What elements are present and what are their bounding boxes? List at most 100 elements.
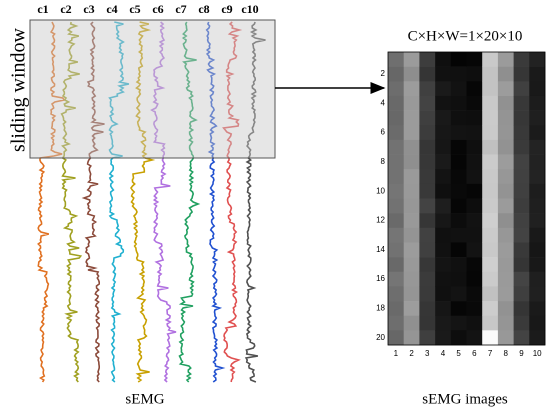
image-cell xyxy=(450,198,467,214)
image-cell xyxy=(388,95,404,111)
image-cell xyxy=(435,66,452,82)
right-caption: sEMG images xyxy=(422,391,508,407)
image-cell xyxy=(403,257,420,273)
image-cell xyxy=(529,257,546,273)
image-cell xyxy=(513,330,530,346)
image-cell xyxy=(482,286,499,302)
image-cell xyxy=(513,66,530,82)
image-x-tick: 10 xyxy=(533,349,542,358)
image-cell xyxy=(435,139,452,155)
image-cell xyxy=(403,52,420,67)
image-cell xyxy=(513,110,530,126)
image-cell xyxy=(482,330,499,346)
image-cell xyxy=(388,125,404,141)
image-cell xyxy=(403,227,420,243)
image-cell xyxy=(419,213,436,229)
image-cell xyxy=(482,125,499,141)
image-cell xyxy=(513,154,530,170)
image-cell xyxy=(450,125,467,141)
image-x-tick: 6 xyxy=(472,349,477,358)
image-x-tick: 1 xyxy=(394,349,399,358)
image-cell xyxy=(419,81,436,97)
signal-trace xyxy=(81,21,105,383)
image-cell xyxy=(450,95,467,111)
image-cell xyxy=(419,125,436,141)
image-x-tick: 9 xyxy=(519,349,524,358)
image-cell xyxy=(513,301,530,316)
image-y-tick: 20 xyxy=(376,333,385,342)
signal-trace xyxy=(37,21,66,383)
image-cell xyxy=(466,330,483,346)
image-cell xyxy=(450,257,467,273)
image-cell xyxy=(513,227,530,243)
image-cell xyxy=(419,198,436,214)
channel-label: c1 xyxy=(37,2,48,16)
image-cell xyxy=(466,110,483,126)
image-cell xyxy=(450,154,467,170)
image-cell xyxy=(482,183,499,199)
image-cell xyxy=(419,52,436,67)
image-cell xyxy=(403,95,420,111)
image-cell xyxy=(497,301,514,316)
image-cell xyxy=(435,52,452,67)
image-cell xyxy=(450,66,467,82)
image-cell xyxy=(419,154,436,170)
image-cell xyxy=(466,95,483,111)
image-cell xyxy=(419,330,436,346)
image-y-tick: 6 xyxy=(381,128,386,137)
image-cell xyxy=(388,81,404,97)
image-cell xyxy=(435,125,452,141)
image-cell xyxy=(466,154,483,170)
image-cell xyxy=(497,95,514,111)
channel-label: c4 xyxy=(106,2,117,16)
image-cell xyxy=(513,315,530,331)
image-cell xyxy=(450,301,467,316)
image-cell xyxy=(435,330,452,346)
image-cell xyxy=(466,169,483,185)
image-cell xyxy=(403,66,420,82)
image-cell xyxy=(482,154,499,170)
image-cell xyxy=(450,227,467,243)
channel-label: c9 xyxy=(221,2,232,16)
image-cell xyxy=(450,242,467,258)
image-cell xyxy=(497,125,514,141)
image-cell xyxy=(388,198,404,214)
image-cell xyxy=(388,286,404,302)
image-cell xyxy=(403,242,420,258)
image-cell xyxy=(497,52,514,67)
image-cell xyxy=(529,110,546,126)
image-cell xyxy=(419,257,436,273)
image-cell xyxy=(529,286,546,302)
image-cell xyxy=(466,52,483,67)
image-x-tick: 2 xyxy=(409,349,414,358)
image-cell xyxy=(435,183,452,199)
channel-label: c6 xyxy=(152,2,163,16)
image-cell xyxy=(497,330,514,346)
image-cell xyxy=(419,315,436,331)
image-cell xyxy=(513,95,530,111)
shape-label: C×H×W=1×20×10 xyxy=(408,28,523,44)
image-cell xyxy=(497,213,514,229)
image-cell xyxy=(529,315,546,331)
image-cell xyxy=(435,169,452,185)
image-cell xyxy=(466,183,483,199)
image-cell xyxy=(482,198,499,214)
image-cell xyxy=(435,198,452,214)
image-cell xyxy=(419,95,436,111)
image-cell xyxy=(388,271,404,287)
image-cell xyxy=(466,301,483,316)
image-y-tick: 16 xyxy=(376,274,385,283)
image-cell xyxy=(513,242,530,258)
image-cell xyxy=(497,81,514,97)
image-cell xyxy=(435,95,452,111)
image-cell xyxy=(497,169,514,185)
image-cell xyxy=(466,213,483,229)
image-cell xyxy=(466,66,483,82)
image-cell xyxy=(403,301,420,316)
image-cell xyxy=(482,139,499,155)
image-cell xyxy=(435,154,452,170)
channel-label: c3 xyxy=(83,2,94,16)
image-cell xyxy=(403,183,420,199)
image-cell xyxy=(450,110,467,126)
